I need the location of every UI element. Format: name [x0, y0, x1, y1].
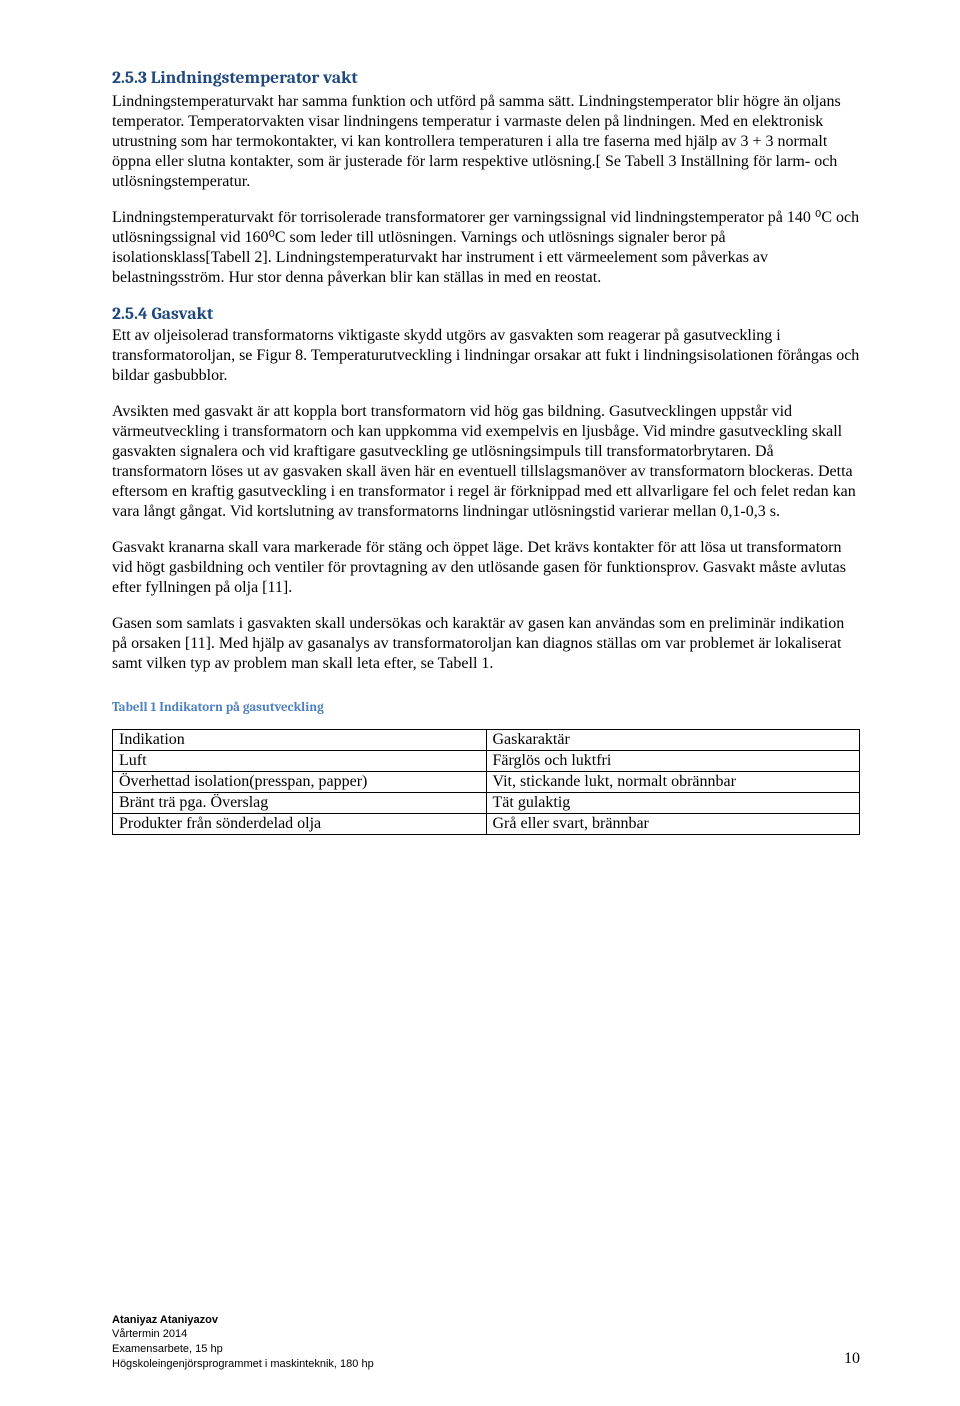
- footer-term: Vårtermin 2014: [112, 1327, 860, 1342]
- heading-2-5-3: 2.5.3 Lindningstemperator vakt: [112, 68, 860, 88]
- paragraph: Gasen som samlats i gasvakten skall unde…: [112, 614, 860, 674]
- footer-course: Examensarbete, 15 hp: [112, 1342, 860, 1357]
- table-cell: Vit, stickande lukt, normalt obrännbar: [486, 772, 860, 793]
- table-cell: Bränt trä pga. Överslag: [113, 793, 487, 814]
- table-cell: Gaskaraktär: [486, 730, 860, 751]
- paragraph: Lindningstemperaturvakt har samma funkti…: [112, 92, 860, 192]
- table-cell: Överhettad isolation(presspan, papper): [113, 772, 487, 793]
- table-row: Bränt trä pga. Överslag Tät gulaktig: [113, 793, 860, 814]
- table-row: Luft Färglös och luktfri: [113, 751, 860, 772]
- gas-indication-table: Indikation Gaskaraktär Luft Färglös och …: [112, 729, 860, 835]
- table-row: Överhettad isolation(presspan, papper) V…: [113, 772, 860, 793]
- table-cell: Indikation: [113, 730, 487, 751]
- table-row: Produkter från sönderdelad olja Grå elle…: [113, 814, 860, 835]
- table-cell: Färglös och luktfri: [486, 751, 860, 772]
- document-page: 2.5.3 Lindningstemperator vakt Lindnings…: [0, 0, 960, 1406]
- heading-2-5-4: 2.5.4 Gasvakt: [112, 304, 860, 324]
- table-cell: Grå eller svart, brännbar: [486, 814, 860, 835]
- footer-program: Högskoleingenjörsprogrammet i maskintekn…: [112, 1357, 860, 1372]
- paragraph: Avsikten med gasvakt är att koppla bort …: [112, 402, 860, 522]
- footer-author: Ataniyaz Ataniyazov: [112, 1314, 218, 1326]
- table-caption: Tabell 1 Indikatorn på gasutveckling: [112, 700, 860, 715]
- table-row: Indikation Gaskaraktär: [113, 730, 860, 751]
- paragraph: Gasvakt kranarna skall vara markerade fö…: [112, 538, 860, 598]
- table-cell: Produkter från sönderdelad olja: [113, 814, 487, 835]
- page-footer: Ataniyaz Ataniyazov Vårtermin 2014 Exame…: [112, 1313, 860, 1372]
- table-cell: Luft: [113, 751, 487, 772]
- paragraph: Lindningstemperaturvakt för torrisolerad…: [112, 208, 860, 288]
- paragraph: Ett av oljeisolerad transformatorns vikt…: [112, 326, 860, 386]
- page-number: 10: [844, 1348, 860, 1370]
- table-cell: Tät gulaktig: [486, 793, 860, 814]
